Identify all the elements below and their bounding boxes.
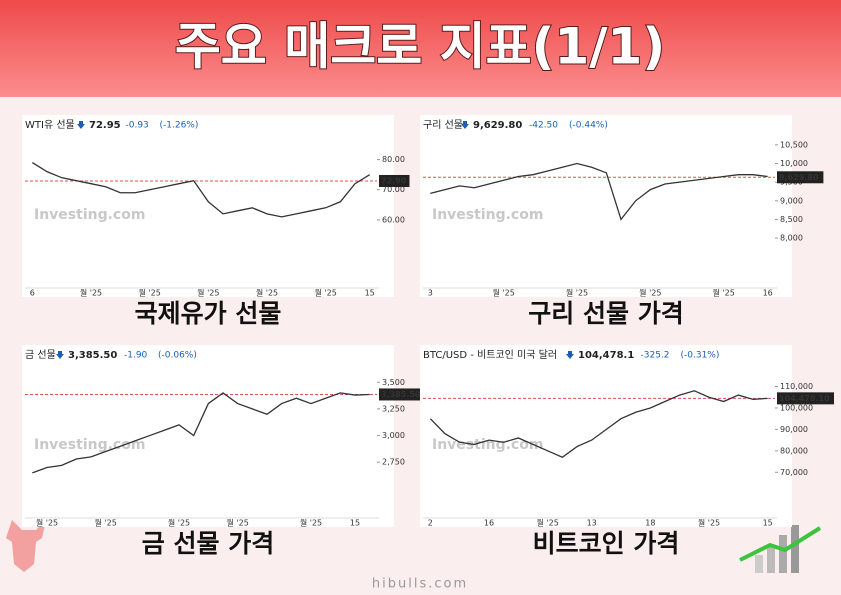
- chart-panel: [420, 345, 792, 527]
- price: 104,478.1: [578, 350, 634, 361]
- watermark: Investing.com: [34, 437, 145, 453]
- price: 9,629.80: [473, 120, 522, 131]
- down-arrow: [77, 121, 85, 129]
- y-tick-label: 3,000: [382, 431, 405, 440]
- chart-header: BTC/USD - 비트코인 미국 달러: [423, 349, 557, 361]
- change: -325.2: [641, 351, 670, 361]
- y-tick-label: 70.00: [382, 185, 405, 194]
- x-tick-label: 15: [365, 289, 375, 298]
- chart-caption: 비트코인 가격: [533, 529, 680, 558]
- x-tick-label: 월 '25: [80, 288, 102, 298]
- x-tick-label: 월 '25: [197, 288, 219, 298]
- y-tick-label: 8,000: [780, 234, 803, 243]
- y-tick-label: 10,000: [780, 159, 808, 168]
- y-tick-label: 80,000: [780, 446, 808, 455]
- last-price-label: 3,385.50: [381, 390, 421, 399]
- last-price-label: 9,629.80: [779, 173, 819, 182]
- x-tick-label: 월 '25: [315, 288, 337, 298]
- x-tick-label: 월 '25: [566, 288, 588, 298]
- x-tick-label: 월 '25: [713, 288, 735, 298]
- chart-panel: [420, 115, 792, 297]
- change: -1.90: [124, 351, 148, 361]
- y-tick-label: 90,000: [780, 425, 808, 434]
- down-arrow: [566, 351, 574, 359]
- change: -42.50: [529, 121, 558, 131]
- x-tick-label: 월 '25: [95, 518, 117, 528]
- x-tick-label: 월 '25: [493, 288, 515, 298]
- y-tick-label: 100,000: [780, 403, 813, 412]
- x-tick-label: 18: [645, 519, 655, 528]
- x-tick-label: 15: [763, 519, 773, 528]
- x-tick-label: 월 '25: [537, 518, 559, 528]
- footer: hibulls.com: [372, 577, 468, 592]
- x-tick-label: 월 '25: [139, 288, 161, 298]
- change-pct: (-0.44%): [569, 121, 608, 131]
- x-tick-label: 월 '25: [227, 518, 249, 528]
- y-tick-label: 8,500: [780, 215, 803, 224]
- chart-header: 금 선물: [25, 349, 56, 361]
- price-line: [429, 390, 768, 459]
- chart-caption: 구리 선물 가격: [528, 299, 683, 328]
- y-tick-label: 80.00: [382, 155, 405, 164]
- page-title: 주요 매크로 지표(1/1): [175, 18, 665, 76]
- y-tick-label: 60.00: [382, 215, 405, 224]
- last-price-label: 72.90: [381, 176, 407, 185]
- x-tick-label: 월 '25: [256, 288, 278, 298]
- x-tick-label: 16: [484, 519, 494, 528]
- chart-caption: 국제유가 선물: [135, 299, 282, 328]
- y-tick-label: 3,500: [382, 378, 405, 387]
- chart-panel: [22, 115, 394, 297]
- banner: [0, 0, 841, 97]
- watermark: Investing.com: [34, 207, 145, 223]
- y-tick-label: 3,250: [382, 404, 405, 413]
- last-price-box: [379, 388, 426, 401]
- x-tick-label: 16: [763, 289, 773, 298]
- x-tick-label: 월 '25: [36, 518, 58, 528]
- change: -0.93: [126, 121, 149, 131]
- price: 72.95: [89, 120, 121, 131]
- watermark: Investing.com: [432, 437, 543, 453]
- x-tick-label: 월 '25: [698, 518, 720, 528]
- change-pct: (-1.26%): [160, 121, 199, 131]
- x-tick-label: 월 '25: [300, 518, 322, 528]
- x-tick-label: 3: [428, 289, 433, 298]
- y-tick-label: 70,000: [780, 468, 808, 477]
- change-pct: (-0.31%): [681, 351, 720, 361]
- bull-logo: [6, 520, 46, 572]
- price-line: [430, 162, 768, 221]
- price-line: [32, 392, 370, 474]
- chart-header: WTI유 선물: [25, 119, 75, 131]
- chart-panel: [22, 345, 394, 527]
- chart-caption: 금 선물 가격: [142, 529, 274, 558]
- x-tick-label: 15: [350, 519, 360, 528]
- y-tick-label: 2,750: [382, 458, 405, 467]
- down-arrow: [461, 121, 469, 129]
- y-tick-label: 10,500: [780, 140, 808, 149]
- x-tick-label: 2: [428, 519, 433, 528]
- price: 3,385.50: [68, 350, 117, 361]
- x-tick-label: 6: [30, 289, 35, 298]
- change-pct: (-0.06%): [158, 351, 197, 361]
- last-price-box: [379, 174, 410, 187]
- y-tick-label: 9,000: [780, 196, 803, 205]
- x-tick-label: 13: [587, 519, 597, 528]
- last-price-box: [777, 392, 834, 405]
- price-line: [31, 162, 371, 218]
- x-tick-label: 월 '25: [168, 518, 190, 528]
- last-price-box: [777, 171, 824, 184]
- y-tick-label: 110,000: [780, 382, 813, 391]
- last-price-label: 104,478.10: [779, 394, 830, 403]
- x-tick-label: 월 '25: [639, 288, 661, 298]
- watermark: Investing.com: [432, 207, 543, 223]
- down-arrow: [56, 351, 64, 359]
- chart-header: 구리 선물: [423, 119, 463, 131]
- growth-icon: [739, 525, 822, 573]
